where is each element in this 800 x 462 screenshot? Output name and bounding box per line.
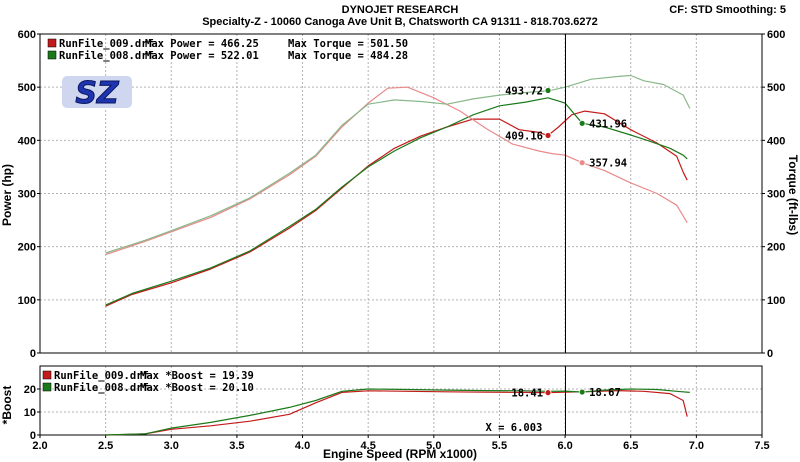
annotation-label: 431.96 <box>589 118 627 130</box>
annotation-marker <box>578 159 586 167</box>
series-line <box>105 97 688 306</box>
legend-file: RunFile_009.drf <box>54 370 149 382</box>
x-tick-label: 5.5 <box>492 440 507 452</box>
y2-tick-label: 300 <box>767 189 785 201</box>
x-tick-label: 7.5 <box>754 440 769 452</box>
y-tick-label: 400 <box>18 135 36 147</box>
annotation-label: 18.67 <box>589 387 621 399</box>
y-tick-label: 300 <box>18 189 36 201</box>
x-tick-label: 2.5 <box>98 440 113 452</box>
x-tick-label: 3.5 <box>229 440 244 452</box>
annotation-marker <box>544 132 552 139</box>
cursor-value-label: X = 6.003 <box>485 422 542 434</box>
annotation-label: 18.41 <box>511 388 543 400</box>
series-line <box>105 74 691 254</box>
legend-swatch <box>47 50 57 60</box>
annotation-label: 493.72 <box>505 86 543 98</box>
x-tick-label: 3.0 <box>164 440 179 452</box>
y2-tick-label: 0 <box>767 348 773 360</box>
power-torque-plot: 0 100 200 300 400 500 600 0 100 200 300 400 500 600 49… <box>18 29 786 360</box>
y-tick-label: 200 <box>18 242 36 254</box>
y-tick-label: 10 <box>24 407 36 419</box>
legend-swatch <box>47 38 57 48</box>
y-axis-label-boost: *Boost <box>0 386 14 425</box>
annotation-label: 409.16 <box>505 130 543 142</box>
annotation-marker <box>578 388 586 396</box>
annotation-marker <box>544 87 552 94</box>
plot-area <box>40 366 762 435</box>
y2-tick-label: 200 <box>767 242 785 254</box>
y-tick-label: 600 <box>18 29 36 41</box>
y-tick-label: 500 <box>18 82 36 94</box>
y2-tick-label: 500 <box>767 82 785 94</box>
legend-swatch <box>42 370 52 380</box>
y-axis-label-torque: Torque (ft-lbs) <box>786 155 800 235</box>
legend-file: RunFile_008.drf <box>54 382 149 394</box>
sz-logo: SZ <box>62 76 132 112</box>
legend-value: Max *Boost = 20.10 <box>140 382 254 394</box>
annotation-label: 357.94 <box>589 158 627 170</box>
x-tick-label: 4.0 <box>295 440 310 452</box>
y-axis-label-power: Power (hp) <box>0 164 14 226</box>
legend-swatch <box>42 382 52 392</box>
boost-plot: 0 10 20 2.0 2.5 3.0 3.5 4.0 4.5 5.0 5.5 6.0 6.5 7.0 7.… <box>24 365 770 452</box>
legend-value-2: Max Torque = 501.50 <box>288 38 408 50</box>
legend-file: RunFile_008.drf <box>59 50 154 62</box>
x-tick-label: 4.5 <box>361 440 376 452</box>
chart-title: DYNOJET RESEARCH <box>342 4 459 16</box>
series-line <box>105 110 688 307</box>
y-tick-label: 100 <box>18 295 36 307</box>
y-tick-label: 0 <box>30 348 36 360</box>
annotation-marker <box>544 389 552 397</box>
x-tick-label: 6.5 <box>623 440 638 452</box>
x-tick-label: 7.0 <box>689 440 704 452</box>
y2-tick-label: 400 <box>767 135 785 147</box>
y2-tick-label: 600 <box>767 29 785 41</box>
y2-tick-label: 100 <box>767 295 785 307</box>
legend-value: Max Power = 466.25 <box>145 38 259 50</box>
series-line <box>105 390 688 436</box>
x-axis-label: Engine Speed (RPM x1000) <box>323 447 477 461</box>
legend-value: Max Power = 522.01 <box>145 50 259 62</box>
annotation-marker <box>578 119 586 127</box>
chart-settings: CF: STD Smoothing: 5 <box>669 4 786 16</box>
legend-value-2: Max Torque = 484.28 <box>288 50 408 62</box>
legend-value: Max *Boost = 19.39 <box>140 370 254 382</box>
x-tick-label: 5.0 <box>426 440 441 452</box>
x-tick-label: 6.0 <box>557 440 572 452</box>
y-tick-label: 0 <box>30 430 36 442</box>
plot-frame <box>39 365 763 436</box>
y-tick-label: 20 <box>24 384 36 396</box>
logo-text: SZ <box>75 76 120 111</box>
series-line <box>105 388 690 436</box>
chart-subtitle: Specialty-Z - 10060 Canoga Ave Unit B, C… <box>202 16 598 28</box>
legend-file: RunFile_009.drf <box>59 38 154 50</box>
plot-frame <box>39 33 763 354</box>
x-tick-label: 2.0 <box>32 440 47 452</box>
